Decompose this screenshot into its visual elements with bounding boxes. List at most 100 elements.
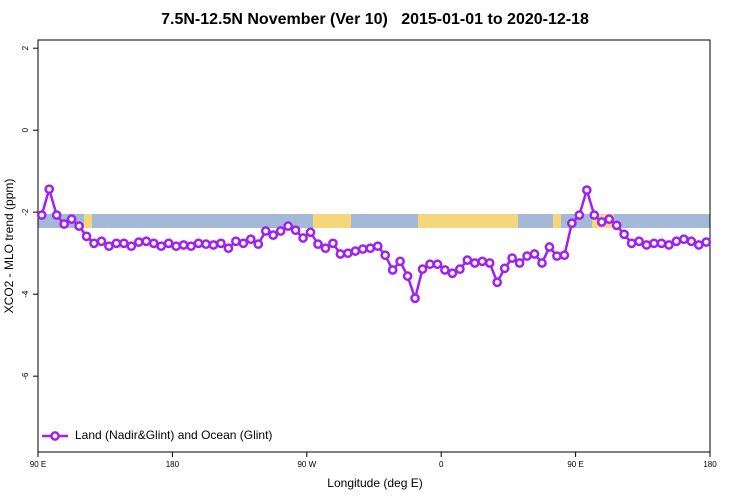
data-point — [679, 234, 689, 245]
data-point — [119, 238, 129, 249]
data-point — [178, 240, 189, 250]
plot-frame — [37, 39, 711, 453]
data-point — [589, 210, 600, 220]
data-point — [223, 243, 234, 254]
y-tick-label: 0 — [21, 127, 30, 132]
data-point — [343, 248, 353, 259]
data-point — [156, 241, 167, 252]
x-tick-label: 90 E — [30, 460, 46, 469]
data-point — [432, 259, 443, 270]
data-point — [298, 233, 308, 243]
data-point — [141, 236, 152, 247]
data-point — [96, 236, 107, 247]
data-point — [701, 237, 712, 247]
data-point — [514, 258, 525, 268]
data-point — [305, 227, 316, 238]
data-point — [686, 236, 697, 247]
data-point — [148, 238, 159, 249]
y-axis-label: XCO2 - MLO trend (ppm) — [2, 179, 16, 314]
data-point — [581, 185, 592, 195]
data-point — [552, 251, 562, 261]
data-point — [484, 258, 495, 268]
data-point — [544, 242, 555, 252]
data-point — [171, 241, 181, 252]
x-tick-label: 180 — [703, 460, 717, 469]
data-point — [410, 293, 420, 304]
data-point — [477, 256, 488, 267]
data-point — [417, 264, 428, 275]
data-point — [693, 240, 704, 250]
data-point — [365, 243, 376, 254]
data-point — [522, 251, 532, 261]
land-strip — [553, 214, 561, 228]
y-tick-label: 2 — [21, 45, 30, 50]
x-tick-label: 0 — [439, 460, 444, 469]
data-point — [275, 226, 286, 236]
data-point — [313, 239, 323, 250]
data-point — [357, 244, 368, 254]
data-point — [462, 255, 473, 265]
data-point — [455, 264, 465, 275]
data-point — [335, 249, 346, 259]
ocean-strip — [38, 214, 710, 228]
data-point — [328, 238, 338, 249]
data-point — [425, 259, 435, 270]
data-point — [320, 243, 331, 254]
data-point — [604, 214, 615, 224]
land-strip — [313, 214, 351, 228]
data-point — [163, 238, 174, 249]
data-point — [596, 217, 607, 227]
land-strip — [418, 214, 518, 228]
data-point — [253, 239, 264, 250]
x-tick-label: 90 W — [297, 460, 316, 469]
data-point — [44, 184, 55, 195]
data-point — [499, 263, 510, 274]
data-point — [260, 226, 271, 236]
data-point — [193, 238, 204, 249]
data-point — [350, 246, 361, 256]
data-point — [283, 221, 293, 231]
y-tick-label: -2 — [21, 208, 30, 216]
data-point — [537, 258, 547, 268]
land-ocean-strip — [38, 214, 710, 228]
x-axis-label: Longitude (deg E) — [327, 476, 422, 490]
data-point — [641, 240, 652, 250]
data-point — [380, 250, 391, 261]
data-point — [201, 239, 211, 250]
data-point — [245, 234, 256, 245]
data-point — [559, 250, 570, 261]
data-point — [290, 225, 301, 236]
data-point — [133, 237, 144, 247]
legend-label: Land (Nadir&Glint) and Ocean (Glint) — [75, 428, 272, 442]
data-point — [507, 253, 517, 263]
data-point — [238, 238, 249, 249]
data-point — [89, 238, 99, 249]
data-point — [634, 236, 644, 247]
data-point — [387, 265, 398, 275]
data-point — [186, 241, 196, 252]
data-point — [51, 210, 62, 220]
data-point — [469, 258, 480, 268]
data-point — [440, 265, 450, 275]
data-point — [567, 218, 577, 229]
data-point — [611, 220, 622, 231]
data-point — [74, 221, 84, 231]
data-point — [656, 238, 667, 249]
data-point — [626, 238, 637, 249]
data-point — [111, 238, 122, 249]
data-point — [268, 230, 279, 240]
data-point — [66, 214, 77, 224]
land-strip — [84, 214, 92, 228]
data-point — [671, 236, 682, 247]
data-point — [208, 240, 219, 250]
data-point — [649, 238, 659, 249]
data-point — [402, 271, 413, 281]
data-point — [395, 256, 405, 267]
data-point — [529, 249, 540, 259]
legend-marker — [50, 431, 60, 441]
y-tick-label: -6 — [21, 372, 30, 380]
data-point — [36, 210, 47, 220]
data-point — [81, 231, 92, 242]
data-point — [574, 210, 585, 220]
